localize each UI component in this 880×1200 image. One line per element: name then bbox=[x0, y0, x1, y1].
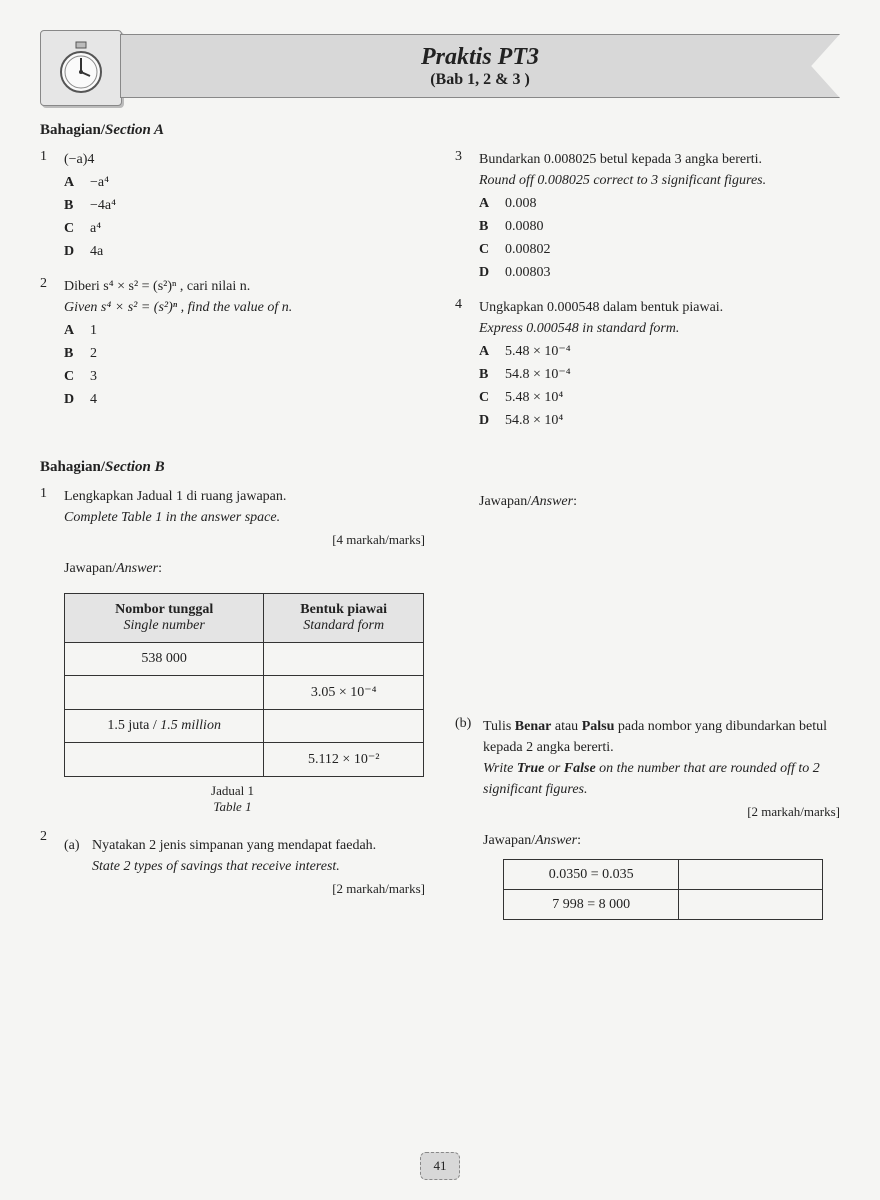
option: 5.48 × 10⁴ bbox=[505, 387, 840, 408]
section-a-columns: 1 (−a)4 A−a⁴ B−4a⁴ Ca⁴ D4a 2 Diberi s⁴ ×… bbox=[40, 149, 840, 445]
section-b-columns: 1 Lengkapkan Jadual 1 di ruang jawapan. … bbox=[40, 486, 840, 920]
option: 1 bbox=[90, 320, 425, 341]
tf-answer[interactable] bbox=[679, 889, 823, 919]
table-cell[interactable] bbox=[65, 675, 264, 709]
q-stem-ms: Tulis Benar atau Palsu pada nombor yang … bbox=[483, 716, 840, 758]
table-cell: 5.112 × 10⁻² bbox=[264, 742, 424, 776]
banner-subtitle: (Bab 1, 2 & 3 ) bbox=[430, 71, 530, 89]
heading-ms: Bahagian/ bbox=[40, 459, 105, 475]
title-banner: Praktis PT3 (Bab 1, 2 & 3 ) bbox=[40, 30, 840, 102]
heading-en: Section B bbox=[105, 459, 165, 475]
q-stem: (−a)4 bbox=[64, 149, 425, 170]
question-a3: 3 Bundarkan 0.008025 betul kepada 3 angk… bbox=[455, 149, 840, 283]
table-cell: 3.05 × 10⁻⁴ bbox=[264, 675, 424, 709]
col-left: 1 (−a)4 A−a⁴ B−4a⁴ Ca⁴ D4a 2 Diberi s⁴ ×… bbox=[40, 149, 425, 445]
table-cell: 1.5 juta / 1.5 million bbox=[65, 709, 264, 742]
table-cell[interactable] bbox=[264, 709, 424, 742]
q-stem-en: Write True or False on the number that a… bbox=[483, 758, 840, 800]
table-cell[interactable] bbox=[65, 742, 264, 776]
heading-ms: Bahagian/ bbox=[40, 122, 105, 138]
answer-label-top: Jawapan/Answer: bbox=[479, 494, 840, 510]
col-right-b: Jawapan/Answer: (b) Tulis Benar atau Pal… bbox=[455, 486, 840, 920]
answer-label: Jawapan/Answer: bbox=[64, 558, 425, 579]
question-a1: 1 (−a)4 A−a⁴ B−4a⁴ Ca⁴ D4a bbox=[40, 149, 425, 262]
option: 0.00802 bbox=[505, 239, 840, 260]
q-stem-en: State 2 types of savings that receive in… bbox=[92, 856, 425, 877]
option: 5.48 × 10⁻⁴ bbox=[505, 341, 840, 362]
col-right: 3 Bundarkan 0.008025 betul kepada 3 angk… bbox=[455, 149, 840, 445]
q-stem-ms: Lengkapkan Jadual 1 di ruang jawapan. bbox=[64, 486, 425, 507]
option: −a⁴ bbox=[90, 172, 425, 193]
subq-label: (b) bbox=[455, 716, 483, 920]
tf-cell: 0.0350 = 0.035 bbox=[504, 859, 679, 889]
question-b2b: (b) Tulis Benar atau Palsu pada nombor y… bbox=[455, 716, 840, 920]
q-stem-en: Express 0.000548 in standard form. bbox=[479, 318, 840, 339]
question-b1: 1 Lengkapkan Jadual 1 di ruang jawapan. … bbox=[40, 486, 425, 579]
question-a4: 4 Ungkapkan 0.000548 dalam bentuk piawai… bbox=[455, 297, 840, 431]
answer-label: Jawapan/Answer: bbox=[483, 830, 840, 851]
option: 54.8 × 10⁴ bbox=[505, 410, 840, 431]
question-a2: 2 Diberi s⁴ × s² = (s²)ⁿ , cari nilai n.… bbox=[40, 276, 425, 410]
q-stem-ms: Nyatakan 2 jenis simpanan yang mendapat … bbox=[92, 835, 425, 856]
option: 3 bbox=[90, 366, 425, 387]
th-single-number: Nombor tunggalSingle number bbox=[65, 593, 264, 642]
table-cell[interactable] bbox=[264, 642, 424, 675]
option: a⁴ bbox=[90, 218, 425, 239]
q-number: 3 bbox=[455, 149, 479, 283]
marks-label: [2 markah/marks] bbox=[483, 802, 840, 822]
section-b-heading: Bahagian/Section B bbox=[40, 459, 840, 476]
banner-ribbon: Praktis PT3 (Bab 1, 2 & 3 ) bbox=[120, 34, 840, 98]
table-cell: 538 000 bbox=[65, 642, 264, 675]
page-number: 41 bbox=[420, 1152, 460, 1180]
q-number: 2 bbox=[40, 829, 64, 899]
stopwatch-icon bbox=[40, 30, 122, 106]
table-caption: Jadual 1 Table 1 bbox=[40, 783, 425, 815]
q-stem-en: Given s⁴ × s² = (s²)ⁿ , find the value o… bbox=[64, 297, 425, 318]
q-stem-ms: Diberi s⁴ × s² = (s²)ⁿ , cari nilai n. bbox=[64, 276, 425, 297]
question-b2: 2 (a) Nyatakan 2 jenis simpanan yang men… bbox=[40, 829, 425, 899]
section-a-heading: Bahagian/Section A bbox=[40, 122, 840, 139]
tf-answer[interactable] bbox=[679, 859, 823, 889]
col-left-b: 1 Lengkapkan Jadual 1 di ruang jawapan. … bbox=[40, 486, 425, 920]
heading-en: Section A bbox=[105, 122, 164, 138]
q-number: 1 bbox=[40, 149, 64, 262]
q-stem-en: Round off 0.008025 correct to 3 signific… bbox=[479, 170, 840, 191]
q-stem-en: Complete Table 1 in the answer space. bbox=[64, 507, 425, 528]
th-standard-form: Bentuk piawaiStandard form bbox=[264, 593, 424, 642]
option: 2 bbox=[90, 343, 425, 364]
true-false-table: 0.0350 = 0.035 7 998 = 8 000 bbox=[503, 859, 823, 920]
option: 4a bbox=[90, 241, 425, 262]
option: −4a⁴ bbox=[90, 195, 425, 216]
q-number: 1 bbox=[40, 486, 64, 579]
table-1: Nombor tunggalSingle number Bentuk piawa… bbox=[64, 593, 424, 777]
tf-cell: 7 998 = 8 000 bbox=[504, 889, 679, 919]
marks-label: [4 markah/marks] bbox=[64, 530, 425, 550]
q-number: 4 bbox=[455, 297, 479, 431]
q-stem-ms: Ungkapkan 0.000548 dalam bentuk piawai. bbox=[479, 297, 840, 318]
option: 54.8 × 10⁻⁴ bbox=[505, 364, 840, 385]
option: 0.00803 bbox=[505, 262, 840, 283]
option: 4 bbox=[90, 389, 425, 410]
q-number: 2 bbox=[40, 276, 64, 410]
option: 0.0080 bbox=[505, 216, 840, 237]
subq-label: (a) bbox=[64, 835, 92, 899]
marks-label: [2 markah/marks] bbox=[92, 879, 425, 899]
banner-title: Praktis PT3 bbox=[421, 44, 539, 71]
option: 0.008 bbox=[505, 193, 840, 214]
q-stem-ms: Bundarkan 0.008025 betul kepada 3 angka … bbox=[479, 149, 840, 170]
